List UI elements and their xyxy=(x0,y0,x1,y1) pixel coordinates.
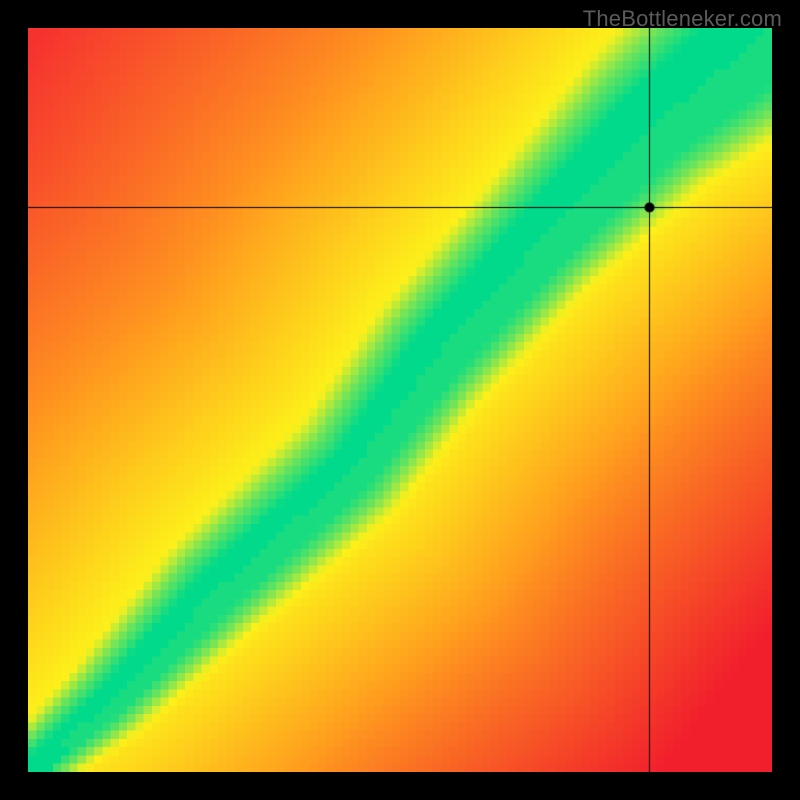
watermark-text: TheBottleneker.com xyxy=(583,6,782,32)
crosshair-overlay xyxy=(28,28,772,772)
